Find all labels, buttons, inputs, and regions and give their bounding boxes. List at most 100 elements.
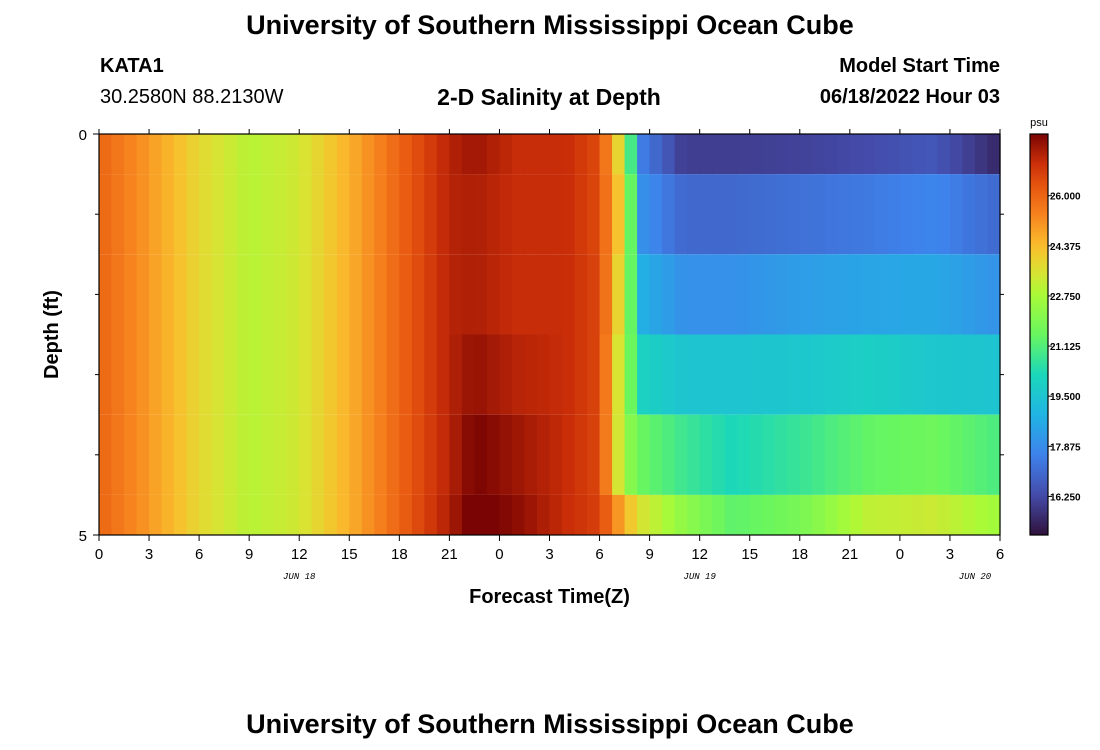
heatmap-cell (174, 134, 188, 175)
heatmap-cell (486, 334, 501, 415)
heatmap-cell (974, 334, 989, 415)
heatmap-cell (236, 254, 250, 335)
heatmap-cell (161, 494, 175, 535)
heatmap-cell (924, 134, 939, 175)
heatmap-cell (261, 414, 275, 495)
heatmap-cell (637, 174, 651, 255)
heatmap-cell (236, 134, 250, 175)
heatmap-cell (136, 494, 150, 535)
heatmap-cell (849, 494, 863, 535)
heatmap-cell (274, 174, 288, 255)
heatmap-cell (637, 334, 651, 415)
heatmap-cell (511, 174, 526, 255)
heatmap-cell (399, 254, 413, 335)
heatmap-cell (224, 254, 238, 335)
heatmap-cell (424, 414, 438, 495)
heatmap-cell (824, 134, 838, 175)
heatmap-cell (186, 494, 200, 535)
heatmap-cell (461, 134, 476, 175)
heatmap-cell (574, 494, 588, 535)
heatmap-cell (762, 174, 776, 255)
heatmap-cell (124, 334, 138, 415)
heatmap-cell (399, 334, 413, 415)
heatmap-cell (699, 494, 713, 535)
heatmap-cell (524, 174, 538, 255)
heatmap-cell (924, 494, 939, 535)
heatmap-cell (361, 134, 375, 175)
heatmap-cell (949, 494, 964, 535)
heatmap-cell (249, 174, 263, 255)
heatmap-cell (574, 134, 588, 175)
heatmap-cell (849, 134, 863, 175)
heatmap-cell (812, 494, 826, 535)
heatmap-cell (587, 494, 601, 535)
heatmap-cell (549, 334, 563, 415)
y-axis-label: Depth (ft) (41, 290, 63, 379)
heatmap-cell (912, 414, 926, 495)
heatmap-cell (899, 414, 913, 495)
heatmap-cell (99, 254, 113, 335)
heatmap-cell (987, 414, 1001, 495)
heatmap-cell (174, 174, 188, 255)
heatmap-cell (511, 414, 526, 495)
heatmap-cell (612, 494, 626, 535)
heatmap-cell (549, 414, 563, 495)
heatmap-cell (612, 254, 626, 335)
heatmap-cell (461, 414, 476, 495)
heatmap-cell (211, 134, 225, 175)
heatmap-cell (824, 254, 838, 335)
heatmap-cell (937, 174, 951, 255)
heatmap-cell (224, 414, 238, 495)
heatmap-cell (224, 494, 238, 535)
heatmap-cell (349, 254, 363, 335)
heatmap-cell (962, 254, 976, 335)
heatmap-cell (486, 134, 501, 175)
heatmap-cell (649, 254, 663, 335)
heatmap-cell (637, 414, 651, 495)
heatmap-cell (311, 414, 325, 495)
heatmap-cell (799, 254, 813, 335)
heatmap-cell (461, 254, 476, 335)
heatmap-cell (161, 134, 175, 175)
heatmap-cell (887, 334, 901, 415)
heatmap-cell (724, 174, 738, 255)
heatmap-cell (399, 174, 413, 255)
heatmap-cell (199, 134, 213, 175)
heatmap-cell (174, 414, 188, 495)
heatmap-cell (124, 174, 138, 255)
heatmap-cell (749, 334, 763, 415)
heatmap-cell (662, 254, 676, 335)
heatmap-cell (937, 334, 951, 415)
heatmap-cell (461, 174, 476, 255)
heatmap-cell (199, 494, 213, 535)
heatmap-cell (737, 134, 751, 175)
heatmap-cell (261, 334, 275, 415)
heatmap-cell (261, 134, 275, 175)
colorbar-tick-label: 19.500 (1050, 392, 1081, 403)
heatmap-cell (299, 174, 313, 255)
heatmap-cell (862, 174, 876, 255)
heatmap-cell (699, 414, 713, 495)
heatmap-cell (99, 494, 113, 535)
heatmap-cell (937, 414, 951, 495)
heatmap-cell (874, 414, 888, 495)
heatmap-cell (749, 414, 763, 495)
heatmap-cell (174, 254, 188, 335)
heatmap-cell (124, 134, 138, 175)
heatmap-cell (274, 414, 288, 495)
heatmap-cell (424, 254, 438, 335)
heatmap-cell (874, 174, 888, 255)
heatmap-cell (987, 334, 1001, 415)
heatmap-cell (724, 334, 738, 415)
heatmap-cell (699, 254, 713, 335)
heatmap-cell (436, 414, 450, 495)
x-tick-label: 6 (996, 546, 1004, 563)
heatmap-cell (111, 334, 125, 415)
heatmap-cell (549, 494, 563, 535)
heatmap-cell (887, 134, 901, 175)
heatmap-cell (349, 134, 363, 175)
heatmap-cell (774, 254, 788, 335)
heatmap-cell (524, 334, 538, 415)
heatmap-cell (411, 494, 425, 535)
x-tick-label: 12 (691, 546, 708, 563)
